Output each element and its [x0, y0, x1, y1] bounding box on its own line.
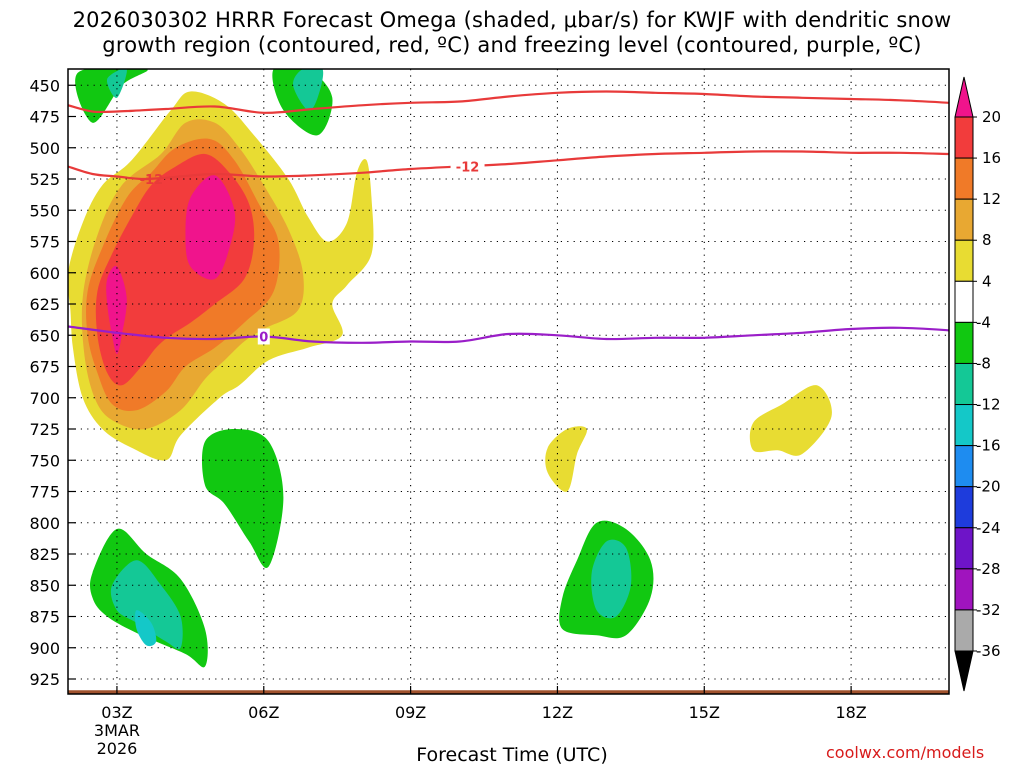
- y-tick-label: 875: [29, 608, 60, 627]
- x-axis-title: Forecast Time (UTC): [416, 744, 608, 766]
- freezing-level-label: 0: [259, 331, 268, 346]
- x-tick-sublabel: 3MAR: [94, 721, 140, 740]
- plot-frame: [67, 68, 950, 695]
- omega-region-14: [591, 539, 632, 619]
- colorbar-label: -20: [976, 478, 1001, 496]
- credit-text[interactable]: coolwx.com/models: [826, 743, 985, 762]
- dgz-contour-label: -12: [456, 161, 480, 176]
- colorbar-box: [954, 157, 974, 200]
- omega-region-8: [75, 69, 148, 123]
- x-tick-label: 06Z: [248, 703, 279, 722]
- colorbar-label: -16: [976, 437, 1001, 455]
- omega-region-17: [134, 610, 157, 647]
- colorbar-label: 8: [982, 231, 992, 249]
- colorbar-box: [954, 321, 974, 364]
- dgz-label-bg: [450, 158, 485, 175]
- y-tick-label: 800: [29, 514, 60, 533]
- y-tick-label: 450: [29, 76, 60, 95]
- freezing-label-bg: [257, 328, 270, 345]
- colorbar-label: -24: [976, 519, 1001, 537]
- y-tick-label: 500: [29, 139, 60, 158]
- chart-title-line1: 2026030302 HRRR Forecast Omega (shaded, …: [72, 8, 952, 32]
- y-tick-label: 675: [29, 358, 60, 377]
- x-tick-label: 18Z: [835, 703, 866, 722]
- colorbar-box: [954, 445, 974, 488]
- y-tick-label: 825: [29, 545, 60, 564]
- y-tick-label: 700: [29, 389, 60, 408]
- colorbar-box: [954, 198, 974, 241]
- dgz-contour-label: -12: [140, 173, 164, 188]
- y-tick-label: 650: [29, 326, 60, 345]
- omega-region-16: [106, 69, 127, 98]
- colorbar-label: 16: [982, 149, 1001, 167]
- colorbar-box: [954, 362, 974, 406]
- y-tick-label: 600: [29, 264, 60, 283]
- omega-region-4: [185, 175, 236, 280]
- freezing-level-line: [68, 325, 949, 344]
- omega-region-6: [545, 426, 588, 492]
- colorbar-box: [954, 239, 974, 282]
- colorbar-box: [954, 609, 974, 652]
- x-tick-sublabel: 2026: [97, 739, 138, 758]
- dgz-contour-1: [68, 90, 949, 114]
- y-tick-label: 475: [29, 108, 60, 127]
- omega-region-15: [293, 69, 324, 111]
- colorbar-label: -32: [976, 601, 1001, 619]
- colorbar-box: [954, 116, 974, 159]
- omega-region-7: [749, 385, 832, 456]
- colorbar-label: -36: [976, 642, 1001, 660]
- y-tick-label: 750: [29, 451, 60, 470]
- omega-region-10: [201, 429, 284, 568]
- y-tick-label: 900: [29, 639, 60, 658]
- omega-region-5: [106, 265, 127, 354]
- y-tick-label: 625: [29, 295, 60, 314]
- colorbar-label: -28: [976, 560, 1001, 578]
- colorbar-box: [954, 280, 974, 323]
- colorbar-bottom-arrow: [954, 650, 974, 692]
- colorbar-box: [954, 486, 974, 529]
- y-tick-label: 575: [29, 233, 60, 252]
- x-tick-label: 03Z: [101, 703, 132, 722]
- y-tick-label: 525: [29, 170, 60, 189]
- terrain-surface: [68, 690, 949, 694]
- y-tick-label: 550: [29, 201, 60, 220]
- y-tick-label: 725: [29, 420, 60, 439]
- colorbar-label: -12: [976, 396, 1001, 414]
- colorbar-label: 20: [982, 108, 1001, 126]
- colorbar-label: 4: [982, 272, 992, 290]
- chart-title-line2: growth region (contoured, red, ºC) and f…: [102, 33, 922, 57]
- colorbar-box: [954, 568, 974, 611]
- colorbar-box: [954, 527, 974, 570]
- colorbar-top-arrow: [954, 76, 974, 118]
- y-tick-label: 925: [29, 670, 60, 689]
- colorbar-label: -4: [976, 313, 991, 331]
- y-tick-label: 850: [29, 576, 60, 595]
- x-tick-label: 15Z: [689, 703, 720, 722]
- omega-region-13: [110, 560, 183, 650]
- x-tick-label: 12Z: [542, 703, 573, 722]
- y-tick-label: 775: [29, 483, 60, 502]
- colorbar-label: -8: [976, 354, 991, 372]
- colorbar-box: [954, 404, 974, 447]
- colorbar-label: 12: [982, 190, 1001, 208]
- x-tick-label: 09Z: [395, 703, 426, 722]
